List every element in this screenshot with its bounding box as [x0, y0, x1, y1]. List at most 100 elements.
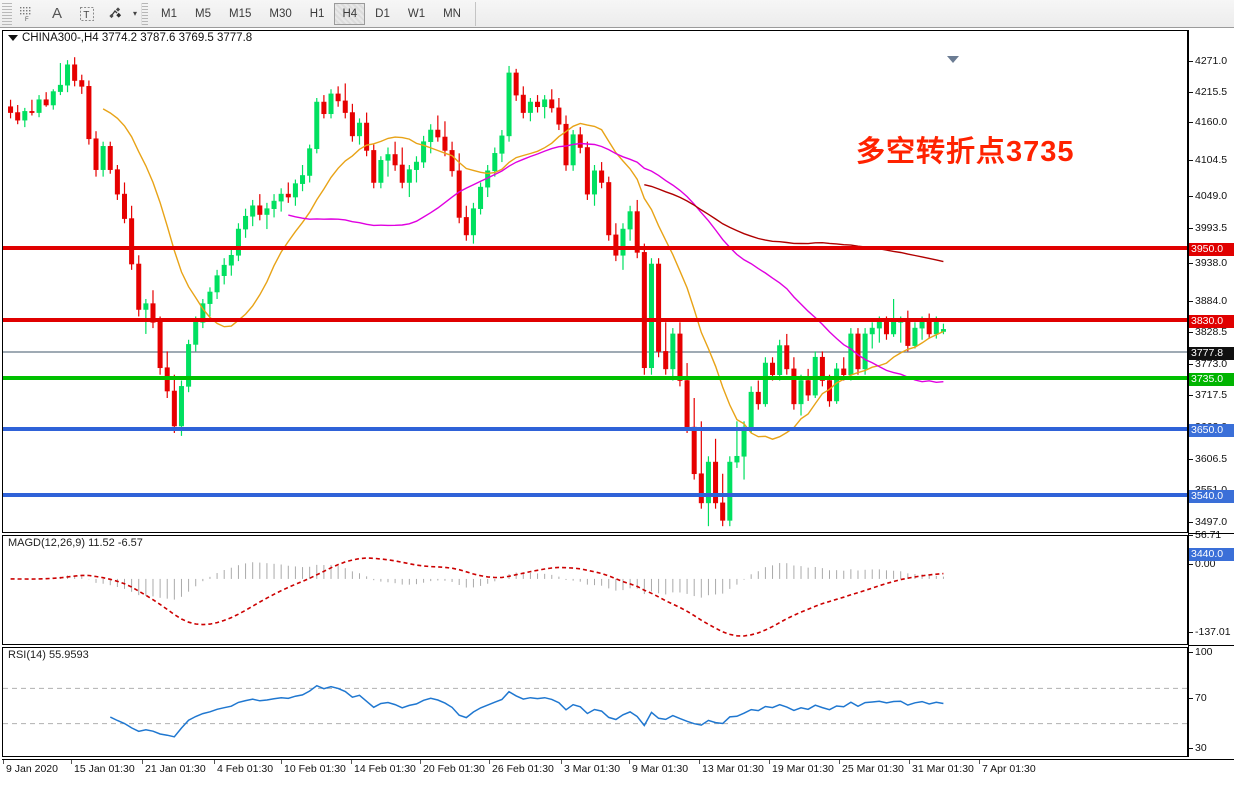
time-axis-tick [214, 760, 215, 764]
time-axis-label: 7 Apr 01:30 [982, 763, 1036, 775]
main-toolbar: F A T ▾ M1 M5 M15 M30 H1 H4 D1 W1 MN [0, 0, 1234, 28]
macd-label: MAGD(12,26,9) 11.52 -6.57 [8, 537, 143, 549]
svg-text:F: F [25, 17, 29, 22]
timeframe-w1[interactable]: W1 [407, 7, 426, 20]
symbol-header[interactable]: CHINA300-,H4 3774.2 3787.6 3769.5 3777.8 [8, 32, 252, 44]
time-axis-label: 9 Jan 2020 [6, 763, 58, 775]
rsi-chart-canvas[interactable] [3, 648, 1187, 756]
text-box-icon[interactable]: T [72, 1, 102, 27]
time-axis-tick [3, 760, 4, 764]
price-tick-label: 3993.5 [1195, 222, 1228, 234]
crosshair-f-icon[interactable]: F [12, 1, 42, 27]
timeframe-h1[interactable]: H1 [309, 7, 325, 20]
time-axis-label: 13 Mar 01:30 [702, 763, 764, 775]
time-axis-tick [629, 760, 630, 764]
timeframe-m30[interactable]: M30 [269, 7, 292, 20]
toolbar-divider [474, 1, 476, 26]
time-axis-label: 14 Feb 01:30 [354, 763, 416, 775]
time-axis-tick [281, 760, 282, 764]
chart-annotation-text: 多空转折点3735 [856, 136, 1075, 168]
price-tick: 3497.0 [1189, 516, 1227, 528]
price-tick: 4271.0 [1189, 55, 1227, 67]
chart-frame: CHINA300-,H4 3774.2 3787.6 3769.5 3777.8… [0, 28, 1234, 786]
price-tick: 3828.5 [1189, 326, 1227, 338]
time-axis-label: 20 Feb 01:30 [423, 763, 485, 775]
macd-chart-canvas[interactable] [3, 536, 1187, 644]
chevron-down-icon[interactable] [8, 35, 18, 41]
rsi-label: RSI(14) 55.9593 [8, 649, 89, 661]
timeframe-d1[interactable]: D1 [375, 7, 390, 20]
price-tick: 3606.5 [1189, 453, 1227, 465]
macd-scale-label: 56.71 [1195, 529, 1222, 541]
time-axis-tick [769, 760, 770, 764]
time-axis[interactable]: 9 Jan 2020 15 Jan 01:30 21 Jan 01:30 4 Feb … [2, 759, 1234, 783]
objects-dropdown-caret[interactable]: ▾ [133, 9, 138, 18]
price-tick: 3993.5 [1189, 222, 1227, 234]
timeframe-h4[interactable]: H4 [334, 2, 366, 25]
time-axis-tick [561, 760, 562, 764]
price-chart-canvas[interactable] [3, 31, 1187, 532]
price-tick: 3884.0 [1189, 295, 1227, 307]
price-tick: 4160.0 [1189, 116, 1227, 128]
rsi-scale-label: 30 [1195, 742, 1207, 754]
price-tag-3540-0[interactable]: 3540.0 [1189, 490, 1234, 503]
price-tick: 4215.5 [1189, 86, 1227, 98]
price-tick: 4104.5 [1189, 154, 1227, 166]
macd-pane[interactable]: MAGD(12,26,9) 11.52 -6.57 [2, 535, 1188, 645]
toolbar-separator-1 [141, 2, 149, 25]
time-axis-tick [351, 760, 352, 764]
rsi-scale-label: 100 [1195, 646, 1213, 658]
time-axis-label: 26 Feb 01:30 [492, 763, 554, 775]
time-axis-tick [142, 760, 143, 764]
price-tick: 4049.0 [1189, 190, 1227, 202]
price-pane[interactable]: CHINA300-,H4 3774.2 3787.6 3769.5 3777.8… [2, 30, 1188, 533]
text-label-icon[interactable]: A [42, 1, 72, 27]
time-axis-label: 3 Mar 01:30 [564, 763, 621, 775]
time-axis-tick [489, 760, 490, 764]
text-label-glyph: A [51, 5, 62, 22]
rsi-scale-tick: 30 [1189, 742, 1207, 754]
macd-scale-tick: -137.01 [1189, 626, 1231, 638]
time-axis-tick [71, 760, 72, 764]
time-axis-tick [420, 760, 421, 764]
time-axis-label: 9 Mar 01:30 [632, 763, 689, 775]
price-tag-3440-0[interactable]: 3440.0 [1189, 548, 1234, 561]
rsi-scale-tick: 70 [1189, 692, 1207, 704]
price-tick-label: 3828.5 [1195, 326, 1228, 338]
time-axis-label: 15 Jan 01:30 [74, 763, 135, 775]
time-axis-label: 25 Mar 01:30 [842, 763, 904, 775]
time-axis-label: 4 Feb 01:30 [217, 763, 274, 775]
symbol-header-text: CHINA300-,H4 3774.2 3787.6 3769.5 3777.8 [22, 32, 253, 44]
time-axis-tick [839, 760, 840, 764]
price-tag-3650-0[interactable]: 3650.0 [1189, 424, 1234, 437]
price-tag-3735-0[interactable]: 3735.0 [1189, 373, 1234, 386]
time-axis-label: 21 Jan 01:30 [145, 763, 206, 775]
objects-icon[interactable] [102, 1, 132, 27]
price-tick-label: 3938.0 [1195, 257, 1228, 269]
price-tick-label: 4271.0 [1195, 55, 1228, 67]
timeframe-m15[interactable]: M15 [228, 7, 252, 20]
price-scale[interactable]: 4271.0 4215.5 4160.0 4104.5 4049.0 3993.5 3938… [1188, 30, 1234, 782]
pane-collapse-marker[interactable] [947, 56, 959, 63]
macd-scale-label: -137.01 [1195, 626, 1231, 638]
time-axis-tick [979, 760, 980, 764]
price-tag-3950-0[interactable]: 3950.0 [1189, 243, 1234, 256]
rsi-scale-label: 70 [1195, 692, 1207, 704]
price-tag-3777-8[interactable]: 3777.8 [1189, 347, 1234, 360]
timeframe-m1[interactable]: M1 [161, 7, 177, 20]
price-tag-3830-0[interactable]: 3830.0 [1189, 315, 1234, 328]
time-axis-label: 10 Feb 01:30 [284, 763, 346, 775]
price-tick-label: 4160.0 [1195, 116, 1228, 128]
toolbar-grip[interactable] [2, 2, 12, 25]
scale-divider [1189, 645, 1234, 646]
price-tick-label: 3717.5 [1195, 389, 1228, 401]
price-tick-label: 4104.5 [1195, 154, 1228, 166]
price-tick-label: 4049.0 [1195, 190, 1228, 202]
price-tick-label: 3773.0 [1195, 358, 1228, 370]
price-tick: 3938.0 [1189, 257, 1227, 269]
time-axis-tick [699, 760, 700, 764]
timeframe-mn[interactable]: MN [443, 7, 461, 20]
price-tick: 3717.5 [1189, 389, 1227, 401]
rsi-pane[interactable]: RSI(14) 55.9593 [2, 647, 1188, 757]
timeframe-m5[interactable]: M5 [195, 7, 211, 20]
